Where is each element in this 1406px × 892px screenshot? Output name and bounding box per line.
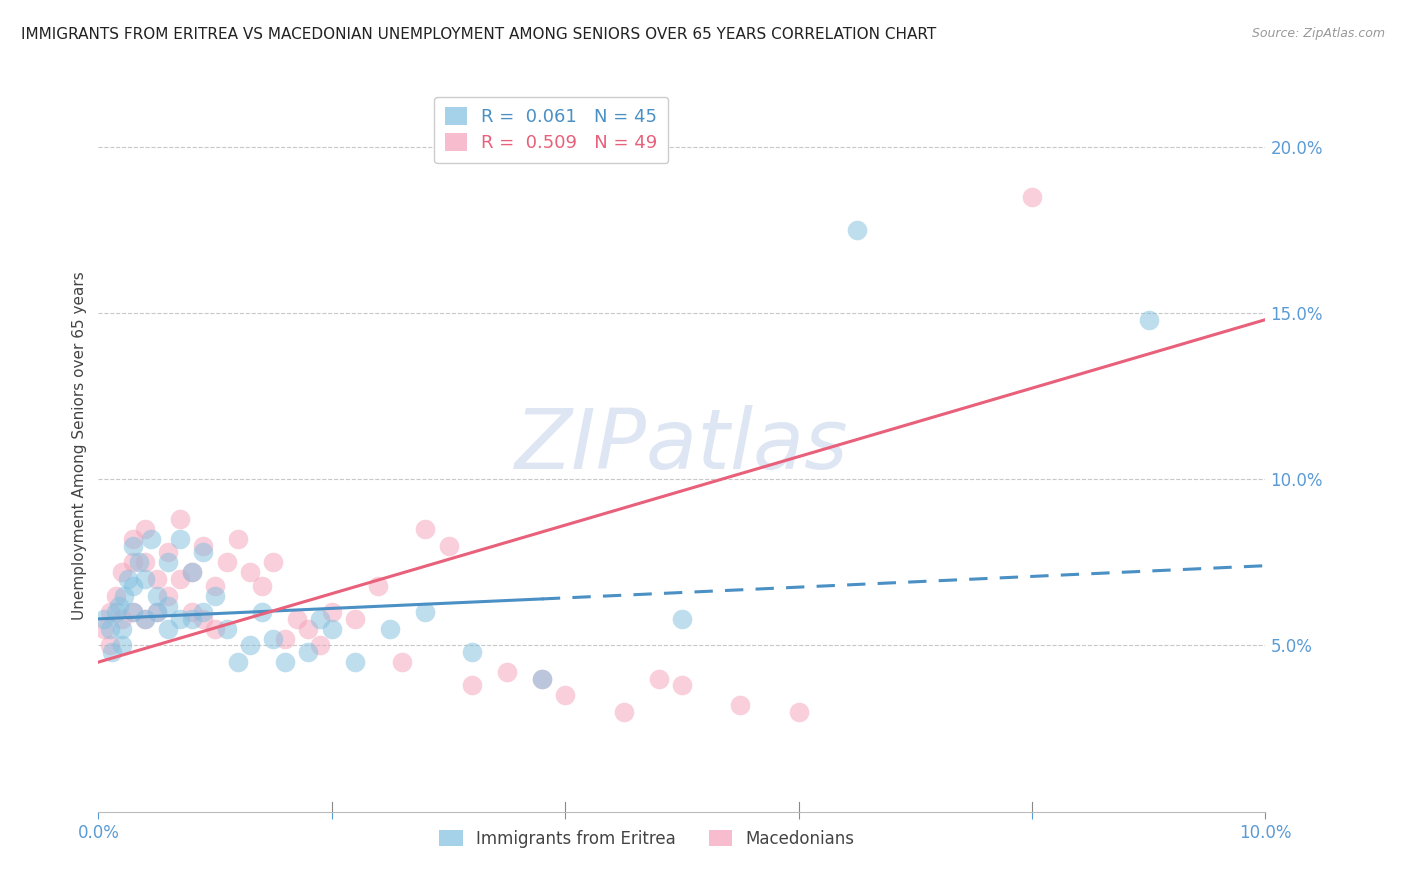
Point — [228, 532, 250, 546]
Point — [157, 622, 180, 636]
Point — [193, 539, 215, 553]
Point — [98, 605, 121, 619]
Point — [274, 655, 297, 669]
Point — [93, 612, 115, 626]
Point — [204, 622, 226, 636]
Point — [228, 655, 250, 669]
Point — [344, 612, 367, 626]
Point — [180, 566, 202, 580]
Point — [134, 522, 156, 536]
Point — [250, 605, 273, 619]
Point — [93, 622, 115, 636]
Point — [169, 532, 191, 546]
Text: IMMIGRANTS FROM ERITREA VS MACEDONIAN UNEMPLOYMENT AMONG SENIORS OVER 65 YEARS C: IMMIGRANTS FROM ERITREA VS MACEDONIAN UN… — [21, 27, 936, 42]
Point — [146, 605, 169, 619]
Point — [112, 589, 135, 603]
Point — [122, 539, 145, 553]
Point — [146, 572, 169, 586]
Point — [146, 605, 169, 619]
Point — [122, 532, 145, 546]
Point — [1021, 189, 1043, 203]
Point — [139, 532, 162, 546]
Point — [297, 645, 319, 659]
Point — [122, 555, 145, 569]
Point — [128, 555, 150, 569]
Point — [461, 678, 484, 692]
Point — [380, 622, 402, 636]
Point — [134, 612, 156, 626]
Point — [1137, 312, 1160, 326]
Point — [101, 645, 124, 659]
Point — [846, 223, 869, 237]
Point — [180, 566, 202, 580]
Point — [250, 579, 273, 593]
Point — [496, 665, 519, 679]
Point — [117, 572, 139, 586]
Point — [204, 589, 226, 603]
Point — [122, 605, 145, 619]
Point — [111, 639, 134, 653]
Point — [297, 622, 319, 636]
Point — [554, 689, 576, 703]
Point — [146, 589, 169, 603]
Point — [309, 639, 332, 653]
Point — [108, 599, 131, 613]
Point — [193, 545, 215, 559]
Point — [169, 612, 191, 626]
Point — [104, 605, 127, 619]
Point — [367, 579, 389, 593]
Point — [437, 539, 460, 553]
Point — [612, 705, 634, 719]
Point — [413, 605, 436, 619]
Point — [157, 599, 180, 613]
Point — [671, 612, 693, 626]
Point — [111, 566, 134, 580]
Point — [157, 589, 180, 603]
Point — [122, 579, 145, 593]
Point — [239, 639, 262, 653]
Point — [111, 612, 134, 626]
Point — [647, 672, 669, 686]
Point — [530, 672, 553, 686]
Point — [180, 605, 202, 619]
Point — [344, 655, 367, 669]
Point — [134, 572, 156, 586]
Point — [169, 572, 191, 586]
Point — [204, 579, 226, 593]
Point — [180, 612, 202, 626]
Point — [309, 612, 332, 626]
Point — [134, 612, 156, 626]
Point — [239, 566, 262, 580]
Text: ZIPatlas: ZIPatlas — [515, 406, 849, 486]
Point — [262, 555, 284, 569]
Point — [321, 622, 343, 636]
Point — [193, 605, 215, 619]
Point — [193, 612, 215, 626]
Legend: Immigrants from Eritrea, Macedonians: Immigrants from Eritrea, Macedonians — [433, 823, 862, 855]
Point — [169, 512, 191, 526]
Point — [104, 589, 127, 603]
Point — [157, 545, 180, 559]
Text: Source: ZipAtlas.com: Source: ZipAtlas.com — [1251, 27, 1385, 40]
Point — [671, 678, 693, 692]
Y-axis label: Unemployment Among Seniors over 65 years: Unemployment Among Seniors over 65 years — [72, 272, 87, 620]
Point — [787, 705, 810, 719]
Point — [285, 612, 308, 626]
Point — [134, 555, 156, 569]
Point — [157, 555, 180, 569]
Point — [413, 522, 436, 536]
Point — [215, 622, 238, 636]
Point — [111, 622, 134, 636]
Point — [262, 632, 284, 646]
Point — [461, 645, 484, 659]
Point — [730, 698, 752, 713]
Point — [530, 672, 553, 686]
Point — [122, 605, 145, 619]
Point — [391, 655, 413, 669]
Point — [274, 632, 297, 646]
Point — [98, 639, 121, 653]
Point — [98, 622, 121, 636]
Point — [215, 555, 238, 569]
Point — [321, 605, 343, 619]
